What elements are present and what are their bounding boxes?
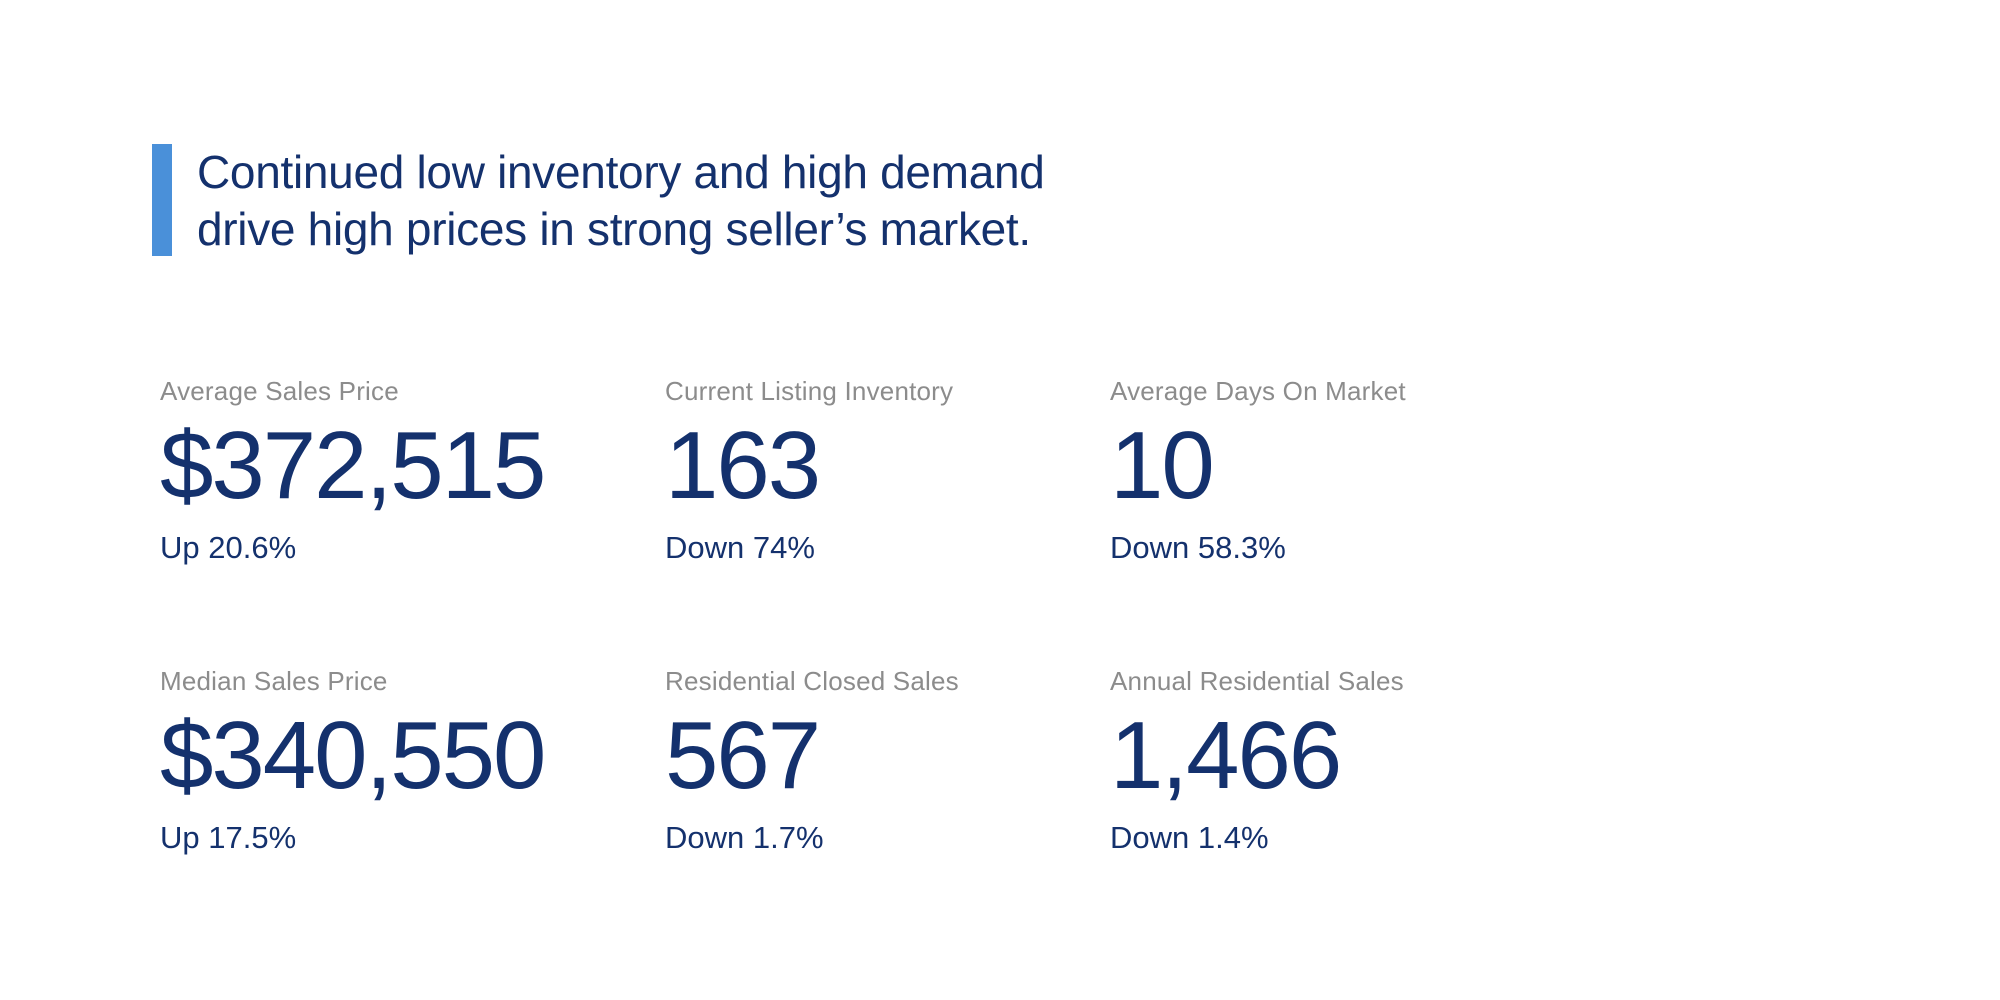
stat-change: Down 1.7% [665, 820, 824, 855]
stat-change: Down 58.3% [1110, 530, 1286, 565]
stat-label: Residential Closed Sales [665, 666, 959, 696]
stat-card-average-days-on-market: Average Days On Market 10 Down 58.3% [1110, 376, 1650, 566]
headline-block: Continued low inventory and high demand … [152, 144, 1045, 258]
stat-label: Average Sales Price [160, 376, 399, 406]
headline-text: Continued low inventory and high demand … [197, 144, 1045, 258]
stat-card-median-sales-price: Median Sales Price $340,550 Up 17.5% [160, 666, 665, 856]
stat-card-annual-residential-sales: Annual Residential Sales 1,466 Down 1.4% [1110, 666, 1650, 856]
stat-card-average-sales-price: Average Sales Price $372,515 Up 20.6% [160, 376, 665, 566]
headline-line-2: drive high prices in strong seller’s mar… [197, 203, 1031, 255]
stat-value: 10 [1110, 412, 1215, 519]
stat-value: 1,466 [1110, 702, 1342, 809]
stat-value: 163 [665, 412, 821, 519]
stat-change: Down 1.4% [1110, 820, 1269, 855]
stat-card-current-listing-inventory: Current Listing Inventory 163 Down 74% [665, 376, 1110, 566]
stat-value: $372,515 [160, 412, 546, 519]
stat-label: Median Sales Price [160, 666, 388, 696]
stat-label: Annual Residential Sales [1110, 666, 1404, 696]
stat-change: Up 20.6% [160, 530, 297, 565]
stats-grid: Average Sales Price $372,515 Up 20.6% Cu… [160, 376, 1650, 856]
stat-value: 567 [665, 702, 821, 809]
headline-line-1: Continued low inventory and high demand [197, 146, 1045, 198]
stat-label: Current Listing Inventory [665, 376, 954, 406]
stat-value: $340,550 [160, 702, 546, 809]
accent-bar [152, 144, 172, 256]
stat-change: Up 17.5% [160, 820, 297, 855]
stat-change: Down 74% [665, 530, 815, 565]
stat-card-residential-closed-sales: Residential Closed Sales 567 Down 1.7% [665, 666, 1110, 856]
stat-label: Average Days On Market [1110, 376, 1406, 406]
